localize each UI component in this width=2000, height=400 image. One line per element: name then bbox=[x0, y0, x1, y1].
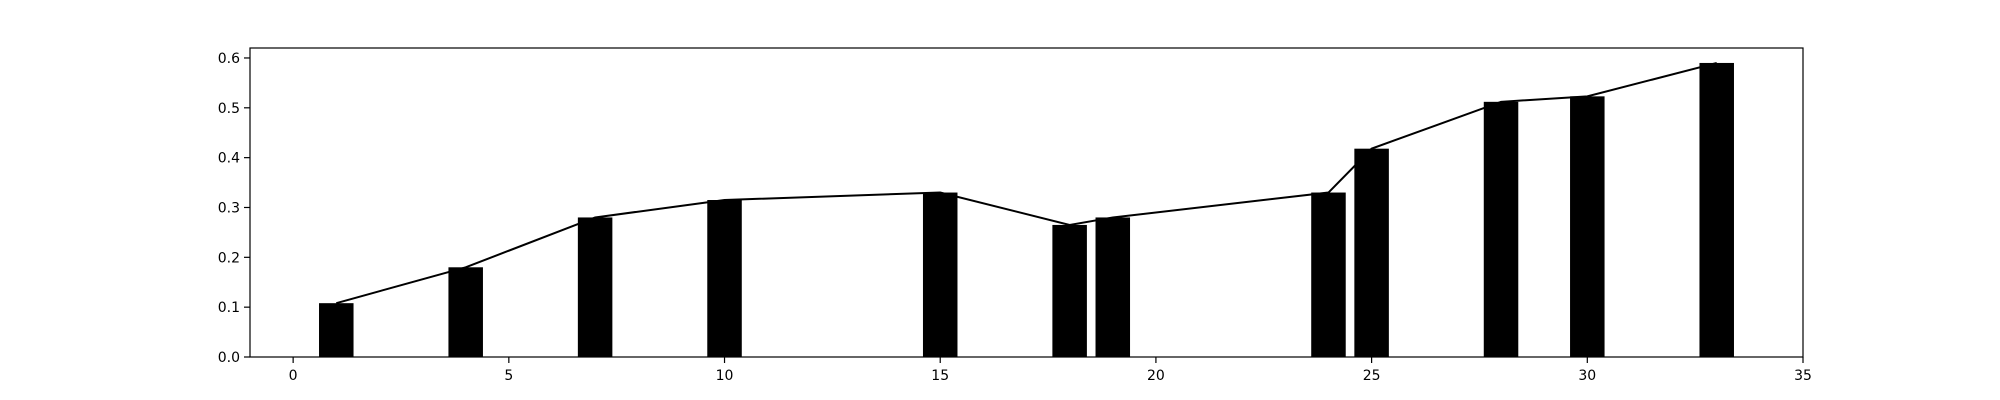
x-tick-label: 15 bbox=[931, 368, 949, 384]
bar-30 bbox=[1570, 96, 1605, 357]
x-tick-label: 10 bbox=[716, 368, 734, 384]
series-line bbox=[336, 61, 1717, 305]
y-tick-label: 0.5 bbox=[218, 101, 240, 117]
bar-28 bbox=[1483, 101, 1519, 357]
x-tick-label: 20 bbox=[1147, 368, 1165, 384]
y-tick-label: 0.2 bbox=[218, 250, 240, 266]
bars-layer bbox=[319, 62, 1734, 358]
plot-frame bbox=[249, 47, 1804, 358]
y-tick-label: 0.3 bbox=[218, 200, 240, 216]
y-axis: 0.0 0.1 0.2 0.3 0.4 0.5 0.6 bbox=[218, 51, 250, 366]
y-tick-label: 0.0 bbox=[218, 350, 240, 366]
x-axis: 0 5 10 15 20 25 30 35 bbox=[289, 357, 1812, 384]
x-tick-label: 35 bbox=[1794, 368, 1812, 384]
bar-25 bbox=[1354, 148, 1389, 357]
bar-1 bbox=[319, 303, 354, 357]
bar-33 bbox=[1699, 62, 1734, 358]
line-layer bbox=[336, 61, 1717, 305]
x-tick-label: 5 bbox=[504, 368, 513, 384]
y-tick-label: 0.4 bbox=[218, 151, 240, 167]
y-tick-label: 0.6 bbox=[218, 51, 240, 67]
x-tick-label: 25 bbox=[1363, 368, 1381, 384]
x-tick-label: 30 bbox=[1578, 368, 1596, 384]
bar-10 bbox=[707, 200, 742, 357]
bar-4 bbox=[448, 267, 483, 357]
bar-24 bbox=[1311, 192, 1346, 357]
bar-15 bbox=[922, 192, 958, 357]
bar-19 bbox=[1095, 217, 1131, 357]
bar-7 bbox=[577, 217, 613, 357]
x-tick-label: 0 bbox=[289, 368, 298, 384]
y-tick-label: 0.1 bbox=[218, 300, 240, 316]
bar-18 bbox=[1052, 224, 1087, 357]
